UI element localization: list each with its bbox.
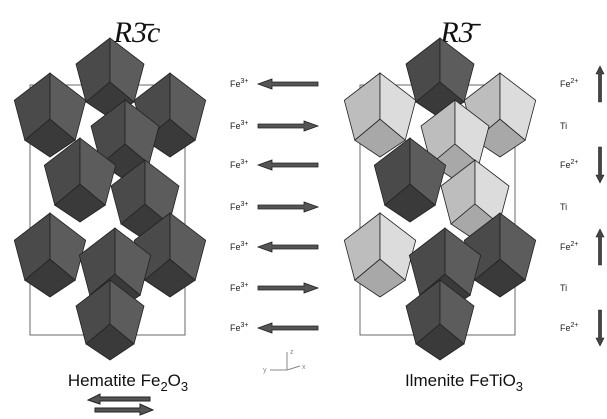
ion-label: Ti (560, 121, 567, 131)
spin-arrow (596, 66, 604, 102)
octahedron (406, 38, 474, 118)
octahedron (344, 213, 415, 297)
caption-sub: 3 (516, 379, 523, 394)
caption-part: Hematite Fe (68, 371, 161, 390)
ion-label: Fe2+ (560, 241, 579, 252)
ion-symbol: Fe (230, 283, 241, 293)
ion-label: Ti (560, 202, 567, 212)
ion-label: Fe2+ (560, 322, 579, 333)
ion-charge: 3+ (241, 78, 249, 85)
caption-part: Ilmenite FeTiO (405, 371, 516, 390)
ion-label: Fe2+ (560, 78, 579, 89)
ion-label: Fe3+ (230, 322, 249, 333)
ion-charge: 3+ (241, 201, 249, 208)
ion-charge: 3+ (241, 159, 249, 166)
ion-charge: 2+ (571, 159, 579, 166)
caption-part: O (168, 371, 181, 390)
spin-arrow (258, 121, 318, 131)
axis-label: y (263, 367, 267, 374)
ion-symbol: Fe (560, 160, 571, 170)
ion-label: Fe2+ (560, 159, 579, 170)
ion-charge: 2+ (571, 322, 579, 329)
ion-charge: 3+ (241, 120, 249, 127)
caption-sub: 3 (181, 379, 188, 394)
ion-symbol: Ti (560, 121, 567, 131)
ion-label: Fe3+ (230, 120, 249, 131)
ion-label: Ti (560, 283, 567, 293)
ion-charge: 3+ (241, 241, 249, 248)
ion-symbol: Fe (230, 121, 241, 131)
spin-arrow (258, 323, 318, 333)
ion-symbol: Ti (560, 283, 567, 293)
ion-symbol: Fe (230, 323, 241, 333)
left-caption: Hematite Fe2O3 (68, 371, 188, 394)
ion-label: Fe3+ (230, 282, 249, 293)
caption-sub: 2 (160, 379, 167, 394)
ion-symbol: Fe (230, 202, 241, 212)
axis-label: x (302, 364, 306, 371)
shear-arrows (88, 394, 153, 415)
spin-arrow (596, 310, 604, 346)
spin-arrow (596, 147, 604, 183)
ion-symbol: Ti (560, 202, 567, 212)
ion-charge: 3+ (241, 282, 249, 289)
ion-symbol: Fe (230, 79, 241, 89)
octahedron (14, 213, 85, 297)
axis-indicator: z y x (263, 349, 306, 374)
axis-label: z (290, 349, 294, 356)
spin-arrow (258, 160, 318, 170)
octahedron (76, 38, 144, 118)
spin-arrow (258, 242, 318, 252)
ion-symbol: Fe (560, 79, 571, 89)
spin-arrow (258, 283, 318, 293)
spin-arrow (258, 79, 318, 89)
spin-arrow (596, 229, 604, 265)
figure: R3̄c R3̄ Hematite Fe2O3 Ilmenite FeTiO3 … (0, 0, 607, 419)
ion-label: Fe3+ (230, 241, 249, 252)
ion-label: Fe3+ (230, 159, 249, 170)
ion-charge: 2+ (571, 241, 579, 248)
left-title: R3̄c (113, 16, 161, 49)
ion-symbol: Fe (230, 160, 241, 170)
ion-charge: 2+ (571, 78, 579, 85)
ion-label: Fe3+ (230, 201, 249, 212)
ion-symbol: Fe (560, 242, 571, 252)
ion-symbol: Fe (560, 323, 571, 333)
spin-arrow (258, 202, 318, 212)
right-caption: Ilmenite FeTiO3 (405, 371, 523, 394)
ion-label: Fe3+ (230, 78, 249, 89)
ion-charge: 3+ (241, 322, 249, 329)
ion-symbol: Fe (230, 242, 241, 252)
